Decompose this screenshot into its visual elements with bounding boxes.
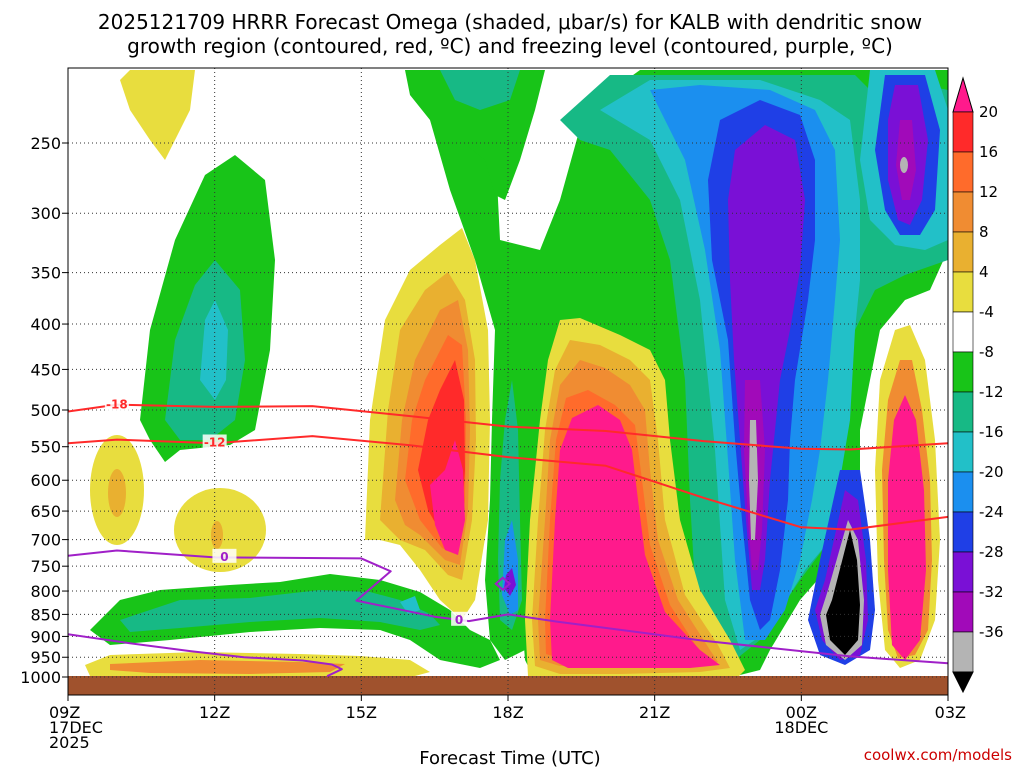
contour-line-3: [68, 633, 343, 678]
colorbar-swatch-12: [952, 551, 974, 593]
omega-region-gold-blob-10z: [108, 469, 126, 517]
colorbar-swatch-7: [952, 351, 974, 393]
contour-label-2b: 0: [455, 613, 463, 627]
x-tick-label-4-0: 21Z: [639, 703, 670, 722]
colorbar-label-5: -4: [979, 303, 994, 321]
colorbar-swatch-4: [952, 231, 974, 273]
y-tick-label-1000: 1000: [20, 668, 61, 687]
y-tick-label-950: 950: [30, 648, 61, 667]
y-tick-label-450: 450: [30, 360, 61, 379]
omega-region-magenta-main: [550, 405, 720, 668]
colorbar-swatch-8: [952, 391, 974, 433]
terrain-fill: [68, 676, 948, 695]
y-axis: 250 300 350 400 450 500 550 600 650 700 750 800 850 9…: [20, 134, 68, 687]
colorbar-label-11: -28: [979, 543, 1004, 561]
omega-region-yellow-upper-left: [120, 70, 195, 160]
colorbar-label-4: 4: [979, 263, 989, 281]
colorbar-swatch-5: [952, 271, 974, 313]
colorbar-label-13: -36: [979, 623, 1004, 641]
chart-title-line-2: growth region (contoured, red, ºC) and f…: [127, 34, 893, 58]
omega-region-blue-column-18z: [502, 520, 518, 615]
omega-region-magenta-column-02z: [888, 395, 926, 660]
colorbar-bottom-arrow: [952, 671, 974, 694]
x-tick-label-2-0: 15Z: [346, 703, 377, 722]
contour-label-0: -18: [106, 398, 128, 412]
contour-label-2: 0: [220, 550, 228, 564]
x-tick-label-0-1: 17DEC: [49, 718, 103, 737]
colorbar-label-6: -8: [979, 343, 994, 361]
colorbar-swatch-11: [952, 511, 974, 553]
omega-region-cyan-west: [200, 300, 228, 400]
omega-region-green-upper-mid: [405, 70, 545, 200]
colorbar-label-9: -20: [979, 463, 1004, 481]
colorbar-swatch-10: [952, 471, 974, 513]
x-axis-title: Forecast Time (UTC): [419, 748, 600, 768]
y-tick-label-300: 300: [30, 204, 61, 223]
contour-label-bg-2b: [451, 611, 468, 626]
contour-line-1: [68, 435, 948, 531]
x-tick-label-5-1: 18DEC: [774, 718, 828, 737]
colorbar-label-12: -32: [979, 583, 1004, 601]
contour-label-bg-2: [212, 548, 237, 563]
x-tick-label-0-2: 2025: [49, 733, 90, 752]
omega-region-gray-upper-right: [900, 157, 908, 173]
colorbar-swatch-13: [952, 591, 974, 633]
colorbar-swatch-14: [952, 631, 974, 673]
y-tick-label-900: 900: [30, 627, 61, 646]
colorbar-swatch-9: [952, 431, 974, 473]
colorbar: 20 16 12 8 4 -4 -8 -12 -16 -20 -24 -28 -32 -36: [952, 76, 1004, 694]
colorbar-label-0: 20: [979, 103, 998, 121]
contour-label-bg-0: [104, 396, 129, 411]
omega-region-gold-blob-12z: [211, 521, 223, 549]
colorbar-label-1: 16: [979, 143, 998, 161]
y-tick-label-700: 700: [30, 531, 61, 550]
y-tick-label-800: 800: [30, 582, 61, 601]
colorbar-swatch-1: [952, 111, 974, 153]
colorbar-label-3: 8: [979, 223, 989, 241]
colorbar-swatch-2: [952, 151, 974, 193]
colorbar-label-2: 12: [979, 183, 998, 201]
y-tick-label-500: 500: [30, 401, 61, 420]
omega-region-cyan-lower-band: [400, 596, 420, 614]
y-tick-label-400: 400: [30, 315, 61, 334]
colorbar-label-10: -24: [979, 503, 1004, 521]
y-tick-label-850: 850: [30, 605, 61, 624]
colorbar-label-7: -12: [979, 383, 1004, 401]
x-tick-label-6-0: 03Z: [935, 703, 966, 722]
colorbar-label-8: -16: [979, 423, 1004, 441]
contour-lines: -18 -12 0 0: [68, 396, 948, 678]
omega-region-magenta-column-17z: [430, 440, 465, 555]
contour-label-1: -12: [204, 435, 226, 449]
x-tick-label-3-0: 18Z: [492, 703, 523, 722]
omega-region-purple-column-18z: [504, 568, 516, 596]
omega-region-gray-east: [749, 420, 758, 540]
colorbar-swatch-6: [952, 311, 974, 353]
y-tick-label-750: 750: [30, 557, 61, 576]
x-tick-label-5-0: 00Z: [786, 703, 817, 722]
x-tick-label-0-0: 09Z: [49, 703, 80, 722]
credit-text: coolwx.com/models: [864, 746, 1012, 764]
contour-line-0: [68, 403, 948, 451]
omega-region-teal-upper-mid: [440, 70, 520, 110]
y-tick-label-250: 250: [30, 134, 61, 153]
y-tick-label-600: 600: [30, 471, 61, 490]
y-tick-label-350: 350: [30, 264, 61, 283]
x-tick-label-1-0: 12Z: [199, 703, 230, 722]
contour-line-freezing-loop: [494, 576, 512, 592]
y-tick-label-550: 550: [30, 438, 61, 457]
colorbar-swatch-3: [952, 191, 974, 233]
contour-label-bg-1: [202, 434, 227, 449]
colorbar-top-arrow: [952, 76, 974, 113]
omega-region-green-lower-band: [90, 574, 500, 668]
omega-region-orange-surface-band: [110, 660, 345, 674]
omega-region-black-lower-right: [826, 530, 860, 655]
chart-title-line-1: 2025121709 HRRR Forecast Omega (shaded, …: [98, 10, 922, 34]
y-tick-label-650: 650: [30, 502, 61, 521]
omega-shading: [85, 70, 948, 690]
